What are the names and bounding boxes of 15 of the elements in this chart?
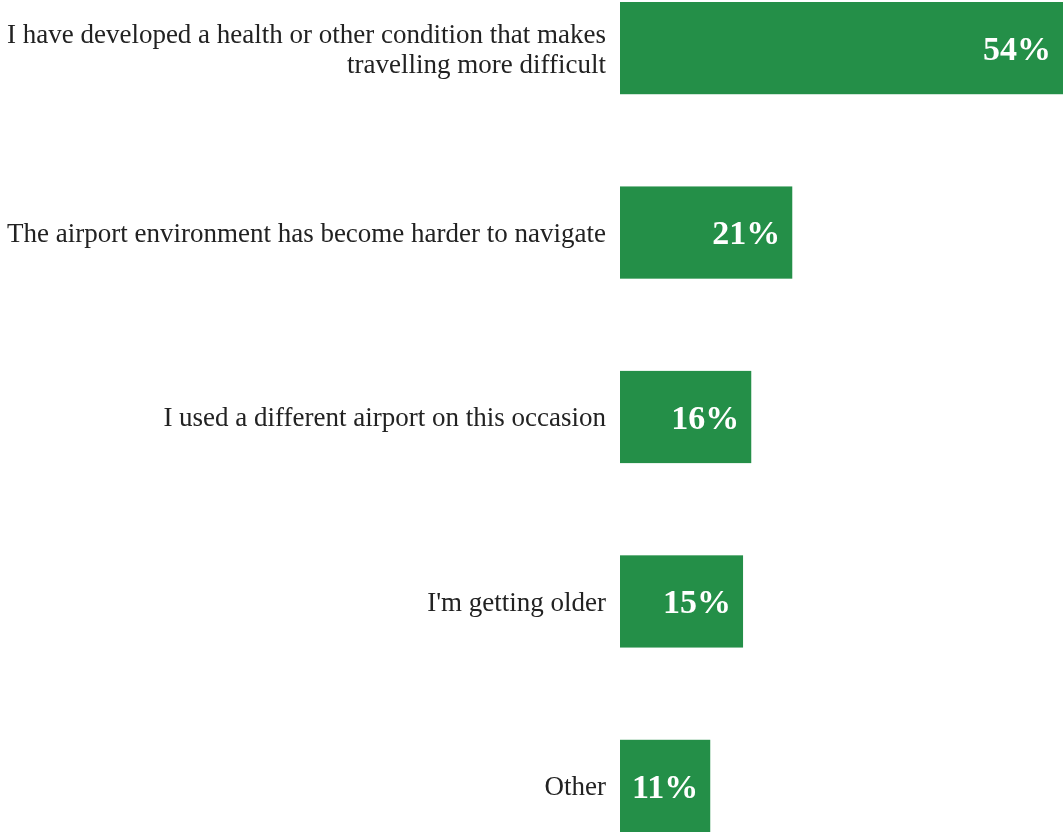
y-tick-label: The airport environment has become harder to navigate <box>6 218 607 249</box>
data-label: 11% <box>632 767 699 805</box>
bar <box>620 555 744 648</box>
data-label: 54% <box>983 30 1051 68</box>
bar <box>620 370 752 464</box>
y-tick-label: Other <box>544 771 606 802</box>
data-label: 21% <box>712 214 781 252</box>
y-tick-label: I have developed a health or other condition that makes travelling more difficult <box>6 18 607 79</box>
y-tick-label: I'm getting older <box>427 586 606 617</box>
data-label: 15% <box>663 583 732 621</box>
bar <box>620 2 1063 95</box>
y-tick-label: I used a different airport on this occasion <box>163 402 607 433</box>
bar <box>620 739 711 832</box>
bar <box>620 186 793 279</box>
data-label: 16% <box>671 398 740 436</box>
